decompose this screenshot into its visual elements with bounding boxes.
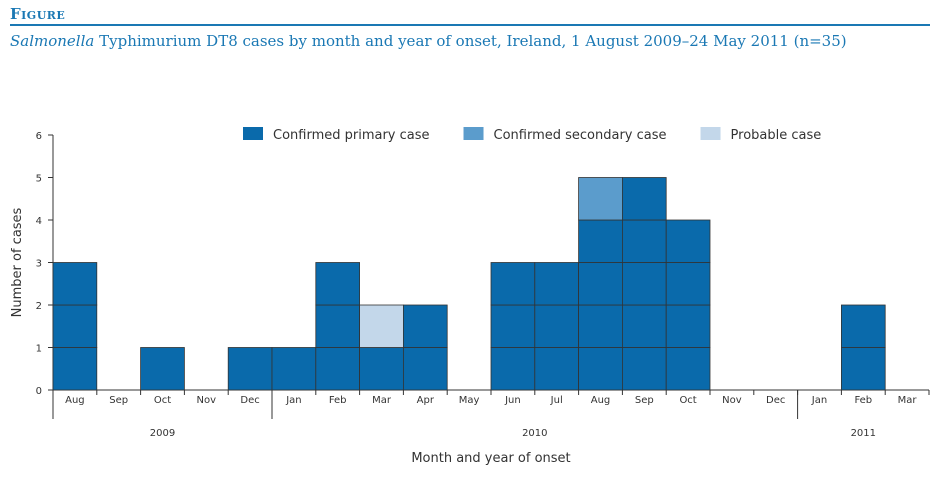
- x-tick-label-dec: Dec: [240, 395, 259, 406]
- x-tick-label-nov: Nov: [722, 395, 742, 406]
- case-block: [315, 347, 360, 391]
- legend-label: Confirmed secondary case: [494, 128, 667, 143]
- figure-label: Figure: [10, 5, 66, 23]
- y-tick-label: 4: [36, 216, 42, 227]
- case-block: [534, 262, 579, 306]
- case-block: [622, 304, 667, 348]
- x-tick-label-apr: Apr: [417, 395, 435, 406]
- case-block: [315, 304, 360, 348]
- case-block: [52, 304, 98, 348]
- case-block: [622, 219, 667, 263]
- figure-caption: Salmonella Typhimurium DT8 cases by mont…: [10, 32, 930, 50]
- case-block: [490, 262, 536, 306]
- x-tick-label-aug: Aug: [591, 395, 611, 406]
- x-axis-label: Month and year of onset: [411, 451, 570, 466]
- case-block: [665, 219, 711, 263]
- case-block: [578, 177, 623, 221]
- case-block: [578, 262, 623, 306]
- x-tick-label-mar: Mar: [372, 395, 392, 406]
- year-label-2010: 2010: [522, 428, 547, 439]
- x-tick-label-aug: Aug: [65, 395, 85, 406]
- figure-rule: [10, 24, 930, 26]
- case-block: [402, 304, 448, 348]
- x-tick-label-jan: Jan: [811, 395, 827, 406]
- case-block: [841, 347, 886, 391]
- case-block: [315, 262, 360, 306]
- case-block: [665, 262, 711, 306]
- case-block: [578, 219, 623, 263]
- legend-swatch: [700, 127, 721, 140]
- x-tick-label-feb: Feb: [329, 395, 347, 406]
- case-block: [490, 304, 536, 348]
- year-label-2011: 2011: [851, 428, 876, 439]
- case-block: [665, 347, 711, 391]
- legend-swatch: [463, 127, 484, 140]
- case-block: [622, 177, 667, 221]
- y-tick-label: 5: [36, 174, 42, 185]
- case-block: [271, 347, 317, 391]
- y-tick-label: 0: [36, 386, 42, 397]
- case-block: [52, 262, 98, 306]
- year-label-2009: 2009: [150, 428, 175, 439]
- x-tick-label-oct: Oct: [679, 395, 696, 406]
- y-tick-label: 1: [36, 344, 42, 355]
- x-tick-label-dec: Dec: [766, 395, 785, 406]
- y-tick-label: 3: [36, 259, 42, 270]
- case-block: [359, 304, 404, 348]
- y-tick-label: 6: [36, 131, 42, 142]
- case-block: [622, 347, 667, 391]
- x-tick-label-jan: Jan: [285, 395, 301, 406]
- y-axis-label: Number of cases: [10, 207, 25, 317]
- figure-caption-text: Typhimurium DT8 cases by month and year …: [94, 32, 847, 50]
- x-tick-label-jul: Jul: [550, 395, 563, 406]
- case-block: [622, 262, 667, 306]
- figure-caption-italic: Salmonella: [10, 32, 95, 50]
- case-block: [534, 347, 579, 391]
- case-block: [140, 347, 185, 391]
- case-block: [359, 347, 404, 391]
- figure-header: Figure Salmonella Typhimurium DT8 cases …: [10, 5, 930, 50]
- x-tick-label-mar: Mar: [898, 395, 918, 406]
- x-tick-label-sep: Sep: [109, 395, 128, 406]
- case-block: [534, 304, 579, 348]
- case-block: [52, 347, 98, 391]
- case-block: [578, 347, 623, 391]
- x-tick-label-nov: Nov: [197, 395, 217, 406]
- legend-label: Confirmed primary case: [273, 128, 430, 143]
- x-tick-label-feb: Feb: [854, 395, 872, 406]
- y-tick-label: 2: [36, 301, 42, 312]
- legend-label: Probable case: [731, 128, 822, 143]
- legend-swatch: [243, 127, 263, 140]
- x-tick-label-may: May: [459, 395, 480, 406]
- x-tick-label-jun: Jun: [504, 395, 521, 406]
- case-block: [402, 347, 448, 391]
- case-block: [841, 304, 886, 348]
- case-block: [490, 347, 536, 391]
- case-block: [578, 304, 623, 348]
- case-block: [227, 347, 273, 391]
- x-tick-label-oct: Oct: [154, 395, 171, 406]
- case-block: [665, 304, 711, 348]
- x-tick-label-sep: Sep: [635, 395, 654, 406]
